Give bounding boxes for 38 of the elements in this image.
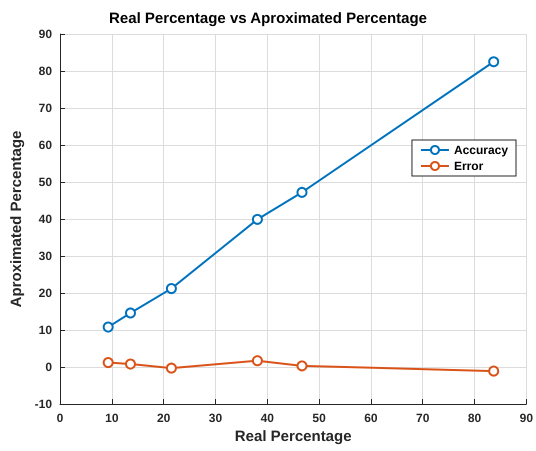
x-tick-label: 40 (260, 411, 274, 425)
y-tick-label: 60 (38, 138, 52, 152)
legend-label: Accuracy (454, 143, 508, 157)
point (488, 56, 500, 68)
x-tick-label: 20 (156, 411, 171, 425)
point (102, 322, 114, 333)
point (102, 357, 114, 368)
legend-label: Error (454, 159, 484, 173)
y-tick-label: 40 (38, 212, 52, 226)
x-tick-label: 10 (105, 411, 119, 425)
point (252, 214, 263, 225)
point (252, 355, 263, 366)
y-tick-label: 0 (45, 360, 52, 374)
y-tick-label: 10 (38, 323, 52, 337)
chart-title: Real Percentage vs Aproximated Percentage (109, 10, 427, 27)
point (166, 283, 177, 294)
y-tick-label: 20 (38, 286, 52, 300)
point (124, 358, 136, 370)
y-tick-label: 90 (38, 27, 52, 41)
x-tick-label: 30 (208, 411, 222, 425)
x-tick-label: 60 (364, 411, 378, 425)
x-tick-label: 80 (468, 411, 482, 425)
x-tick-label: 90 (520, 411, 534, 425)
point (296, 360, 308, 372)
y-axis-title: Aproximated Percentage (8, 130, 25, 308)
point (296, 186, 308, 198)
y-tick-label: 80 (38, 64, 52, 78)
y-tick-label: 70 (38, 101, 52, 115)
point (166, 362, 177, 374)
x-tick-label: 50 (312, 411, 326, 425)
y-tick-label: -10 (34, 397, 52, 411)
point (488, 366, 500, 377)
x-tick-label: 70 (416, 411, 430, 425)
y-tick-label: 50 (38, 175, 52, 189)
y-tick-label: 30 (38, 249, 52, 263)
x-axis-title: Real Percentage (234, 428, 352, 445)
point (124, 307, 136, 318)
x-tick-label: 0 (56, 411, 64, 425)
